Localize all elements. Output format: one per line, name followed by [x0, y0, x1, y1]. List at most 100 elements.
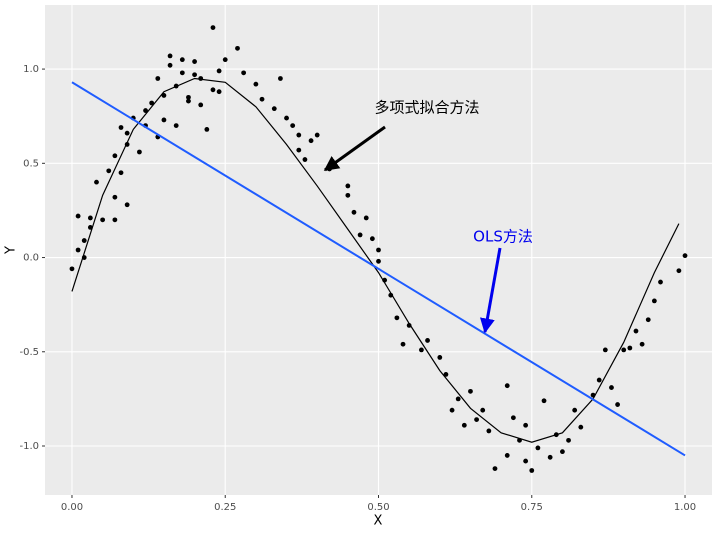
point — [596, 377, 602, 383]
point — [468, 388, 473, 394]
point — [621, 347, 627, 353]
point — [106, 168, 112, 174]
point — [112, 217, 118, 223]
point — [376, 258, 381, 264]
annotation-text: OLS方法 — [473, 228, 533, 246]
point — [210, 87, 216, 93]
point — [406, 322, 412, 328]
point — [186, 94, 191, 100]
point — [314, 132, 320, 138]
point — [547, 454, 553, 460]
point — [609, 385, 614, 390]
point — [633, 328, 639, 334]
point — [235, 45, 240, 51]
point — [639, 341, 645, 347]
point — [658, 279, 663, 285]
point — [682, 253, 688, 259]
point — [253, 81, 259, 87]
point — [345, 192, 351, 198]
x-tick-label: 1.00 — [674, 502, 696, 513]
point — [566, 437, 571, 443]
point — [290, 123, 296, 129]
point — [523, 422, 529, 428]
point — [627, 345, 633, 351]
point — [167, 62, 173, 68]
point — [394, 315, 400, 321]
y-tick-label: 1.0 — [23, 64, 39, 75]
point — [118, 170, 124, 176]
point — [529, 468, 535, 473]
point — [455, 396, 461, 402]
point — [204, 126, 210, 132]
annotation-text: 多项式拟合方法 — [374, 99, 479, 117]
point — [284, 115, 289, 121]
marks — [69, 25, 688, 473]
point — [651, 298, 657, 304]
point — [504, 453, 510, 458]
point — [112, 194, 118, 200]
x-axis-title: X — [374, 514, 383, 529]
point — [137, 149, 142, 155]
y-tick-label: -0.5 — [19, 347, 39, 358]
point — [357, 232, 363, 238]
point — [535, 445, 541, 451]
y-tick-label: 0.0 — [23, 253, 39, 264]
point — [75, 213, 81, 219]
point — [179, 70, 185, 76]
point — [198, 102, 204, 108]
point — [210, 25, 216, 31]
point — [100, 217, 106, 223]
point — [167, 53, 173, 59]
x-tick-label: 0.25 — [214, 502, 236, 513]
point — [492, 466, 498, 472]
point — [222, 57, 228, 63]
point — [81, 238, 87, 243]
point — [645, 317, 651, 323]
y-tick-label: -1.0 — [19, 441, 39, 452]
point — [308, 138, 314, 144]
annotation-arrow — [479, 247, 502, 334]
point — [302, 157, 308, 162]
point — [443, 371, 449, 377]
y-tick-label: 0.5 — [23, 158, 39, 169]
point — [161, 93, 167, 98]
annotation-arrow — [323, 125, 386, 172]
point — [112, 153, 118, 159]
point — [192, 72, 197, 78]
point — [124, 130, 130, 136]
point — [615, 402, 620, 407]
point — [369, 236, 375, 242]
x-tick-label: 0.50 — [367, 502, 389, 513]
point — [461, 422, 467, 428]
point — [192, 59, 197, 64]
point — [259, 96, 265, 102]
point — [578, 424, 584, 430]
point — [118, 125, 124, 130]
point — [278, 76, 283, 81]
point — [400, 341, 406, 347]
point — [602, 347, 608, 353]
fit-curve — [71, 77, 680, 443]
point — [345, 183, 351, 189]
point — [75, 247, 81, 253]
point — [676, 268, 682, 274]
point — [94, 179, 99, 185]
point — [474, 417, 479, 423]
point — [572, 407, 578, 413]
point — [155, 76, 161, 81]
point — [216, 68, 222, 74]
point — [216, 89, 222, 95]
point — [510, 415, 516, 421]
point — [179, 57, 185, 63]
point — [363, 215, 369, 221]
point — [87, 215, 93, 221]
x-tick-label: 0.75 — [521, 502, 543, 513]
point — [480, 407, 486, 413]
point — [149, 100, 155, 106]
point — [296, 132, 302, 138]
point — [437, 355, 443, 360]
point — [186, 98, 191, 104]
point — [504, 383, 510, 389]
